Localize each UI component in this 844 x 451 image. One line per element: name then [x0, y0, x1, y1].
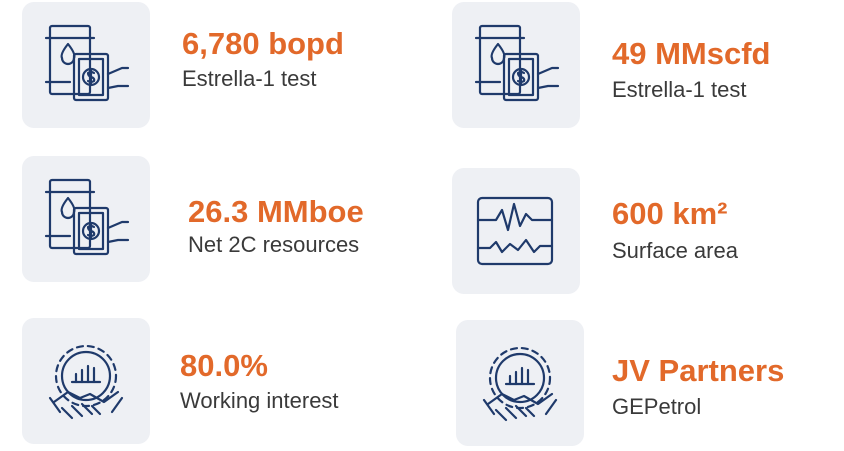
stat-value: 26.3 MMboe: [188, 194, 364, 229]
icon: [456, 320, 584, 446]
icon-card: [22, 318, 150, 444]
icon-card: [22, 2, 150, 128]
icon: [452, 2, 580, 128]
icon-card: [452, 168, 580, 294]
icon: [22, 318, 150, 444]
stat-label: Estrella-1 test: [612, 77, 747, 102]
icon-card: [452, 2, 580, 128]
icon: [452, 168, 580, 294]
stat-label: GEPetrol: [612, 394, 702, 419]
stat-value: 600 km²: [612, 196, 728, 231]
stat-label: Net 2C resources: [188, 232, 360, 257]
icon-card: [22, 156, 150, 282]
icon-card: [456, 320, 584, 446]
icon: [22, 156, 150, 282]
stat-value: 6,780 bopd: [182, 26, 344, 61]
stat-value: JV Partners: [612, 353, 785, 388]
stat-label: Working interest: [180, 388, 339, 413]
stat-value: 80.0%: [180, 348, 268, 383]
stat-label: Surface area: [612, 238, 738, 263]
stat-value: 49 MMscfd: [612, 36, 771, 71]
stat-label: Estrella-1 test: [182, 66, 317, 91]
icon: [22, 2, 150, 128]
